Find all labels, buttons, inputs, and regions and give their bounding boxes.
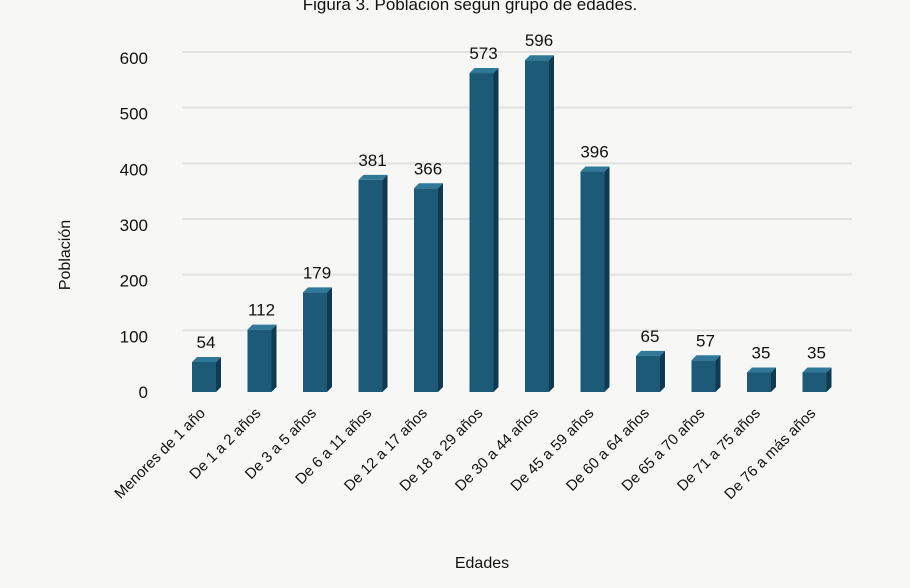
bar-front — [747, 372, 771, 392]
bar-side — [216, 356, 221, 392]
y-axis-ticks: 0 100 200 300 400 500 600 — [120, 49, 148, 402]
bar-top — [247, 324, 277, 330]
gridlines — [182, 51, 852, 332]
bar-front — [358, 179, 383, 392]
bar-top — [691, 355, 721, 361]
data-label: 396 — [580, 143, 608, 162]
bar — [636, 350, 665, 392]
bar-top — [358, 174, 388, 180]
bar-front — [303, 292, 327, 392]
bar-side — [826, 367, 832, 392]
y-tick-label: 100 — [120, 327, 148, 346]
data-label: 573 — [469, 44, 497, 63]
bar-side — [327, 287, 332, 392]
data-label: 65 — [641, 327, 660, 346]
data-label: 179 — [303, 263, 331, 282]
bar — [525, 55, 554, 393]
bar-side — [549, 55, 554, 393]
bar-side — [660, 350, 665, 392]
bar-side — [271, 324, 277, 392]
data-label: 57 — [696, 331, 715, 350]
y-tick-label: 400 — [120, 160, 148, 179]
data-label: 35 — [807, 344, 826, 363]
data-label: 381 — [358, 151, 386, 170]
bar-side — [715, 355, 721, 392]
bar-side — [604, 166, 610, 392]
bar — [358, 174, 388, 392]
bar-top — [192, 356, 221, 362]
bar-front — [192, 361, 216, 392]
bar-front — [691, 360, 716, 392]
data-label: 54 — [197, 333, 216, 352]
bar-top — [469, 68, 499, 74]
data-labels: 54 112 179 381 366 573 596 396 65 57 35 35 — [197, 31, 826, 362]
bar-front — [580, 171, 605, 392]
bar-top — [747, 367, 776, 373]
x-axis-label: Edades — [455, 555, 509, 572]
bar-top — [414, 183, 443, 189]
bar-top — [303, 287, 332, 293]
bar-side — [382, 174, 388, 392]
y-tick-label: 0 — [139, 383, 148, 402]
bar — [303, 287, 332, 392]
bar-front — [414, 188, 438, 392]
data-label: 596 — [525, 31, 553, 50]
bar — [580, 166, 610, 392]
bar-side — [438, 183, 443, 392]
bar-front — [525, 60, 549, 393]
y-tick-label: 500 — [120, 105, 148, 124]
y-tick-label: 200 — [120, 272, 148, 291]
bar — [247, 324, 277, 392]
data-label: 35 — [752, 344, 771, 363]
y-tick-label: 600 — [120, 49, 148, 68]
bars — [192, 55, 832, 393]
bar-front — [469, 73, 494, 392]
bar-side — [493, 68, 499, 392]
bar-top — [802, 367, 832, 373]
chart-title: Figura 3. Población según grupo de edade… — [303, 0, 638, 14]
bar — [414, 183, 443, 392]
bar — [747, 367, 776, 392]
bar — [192, 356, 221, 392]
bar — [691, 355, 721, 392]
bar-side — [771, 367, 776, 392]
data-label: 366 — [414, 159, 442, 178]
bar-front — [247, 329, 272, 392]
bar-top — [636, 350, 665, 356]
bar-top — [525, 55, 554, 61]
bar-top — [580, 166, 610, 172]
bar-front — [802, 372, 827, 392]
bar-front — [636, 355, 660, 392]
x-tick-label: Menores de 1 año — [111, 405, 209, 503]
y-axis-label: Población — [57, 220, 74, 290]
data-label: 112 — [248, 301, 275, 320]
bar — [802, 367, 832, 392]
bar — [469, 68, 499, 392]
y-tick-label: 300 — [120, 216, 148, 235]
